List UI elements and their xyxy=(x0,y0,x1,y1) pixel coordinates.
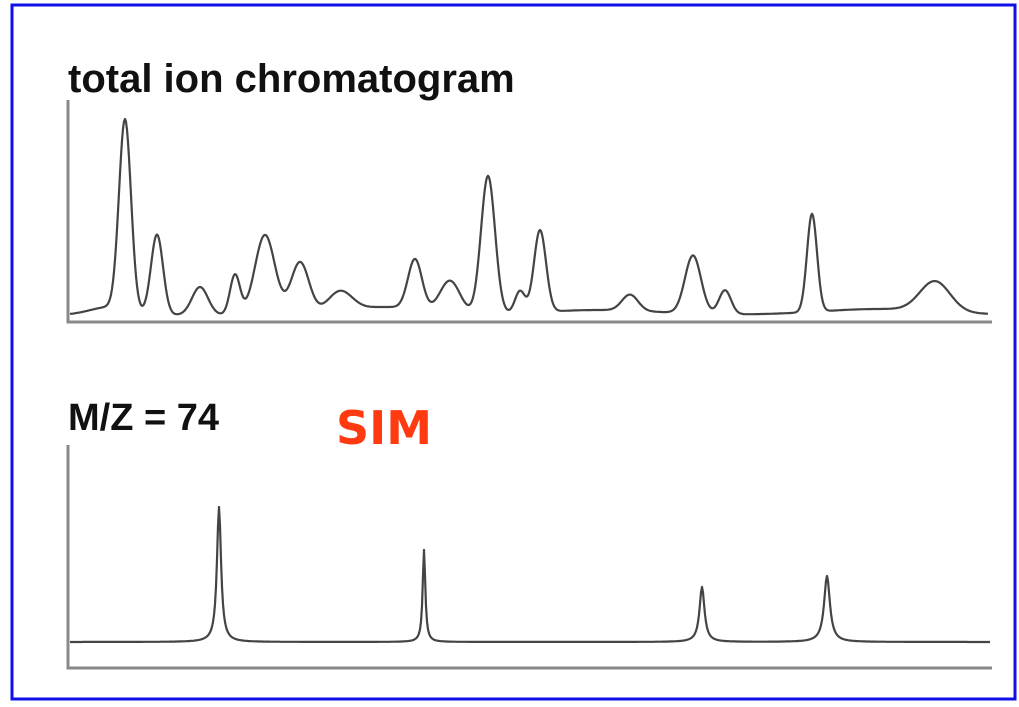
panel-title: M/Z = 74 xyxy=(68,397,219,439)
sim-tag: SIM xyxy=(336,401,432,455)
tic-trace xyxy=(69,117,989,316)
frame xyxy=(10,3,1017,701)
sim-trace xyxy=(69,505,991,644)
axis xyxy=(66,445,992,670)
panel-title: total ion chromatogram xyxy=(68,57,515,101)
axis xyxy=(66,100,992,324)
